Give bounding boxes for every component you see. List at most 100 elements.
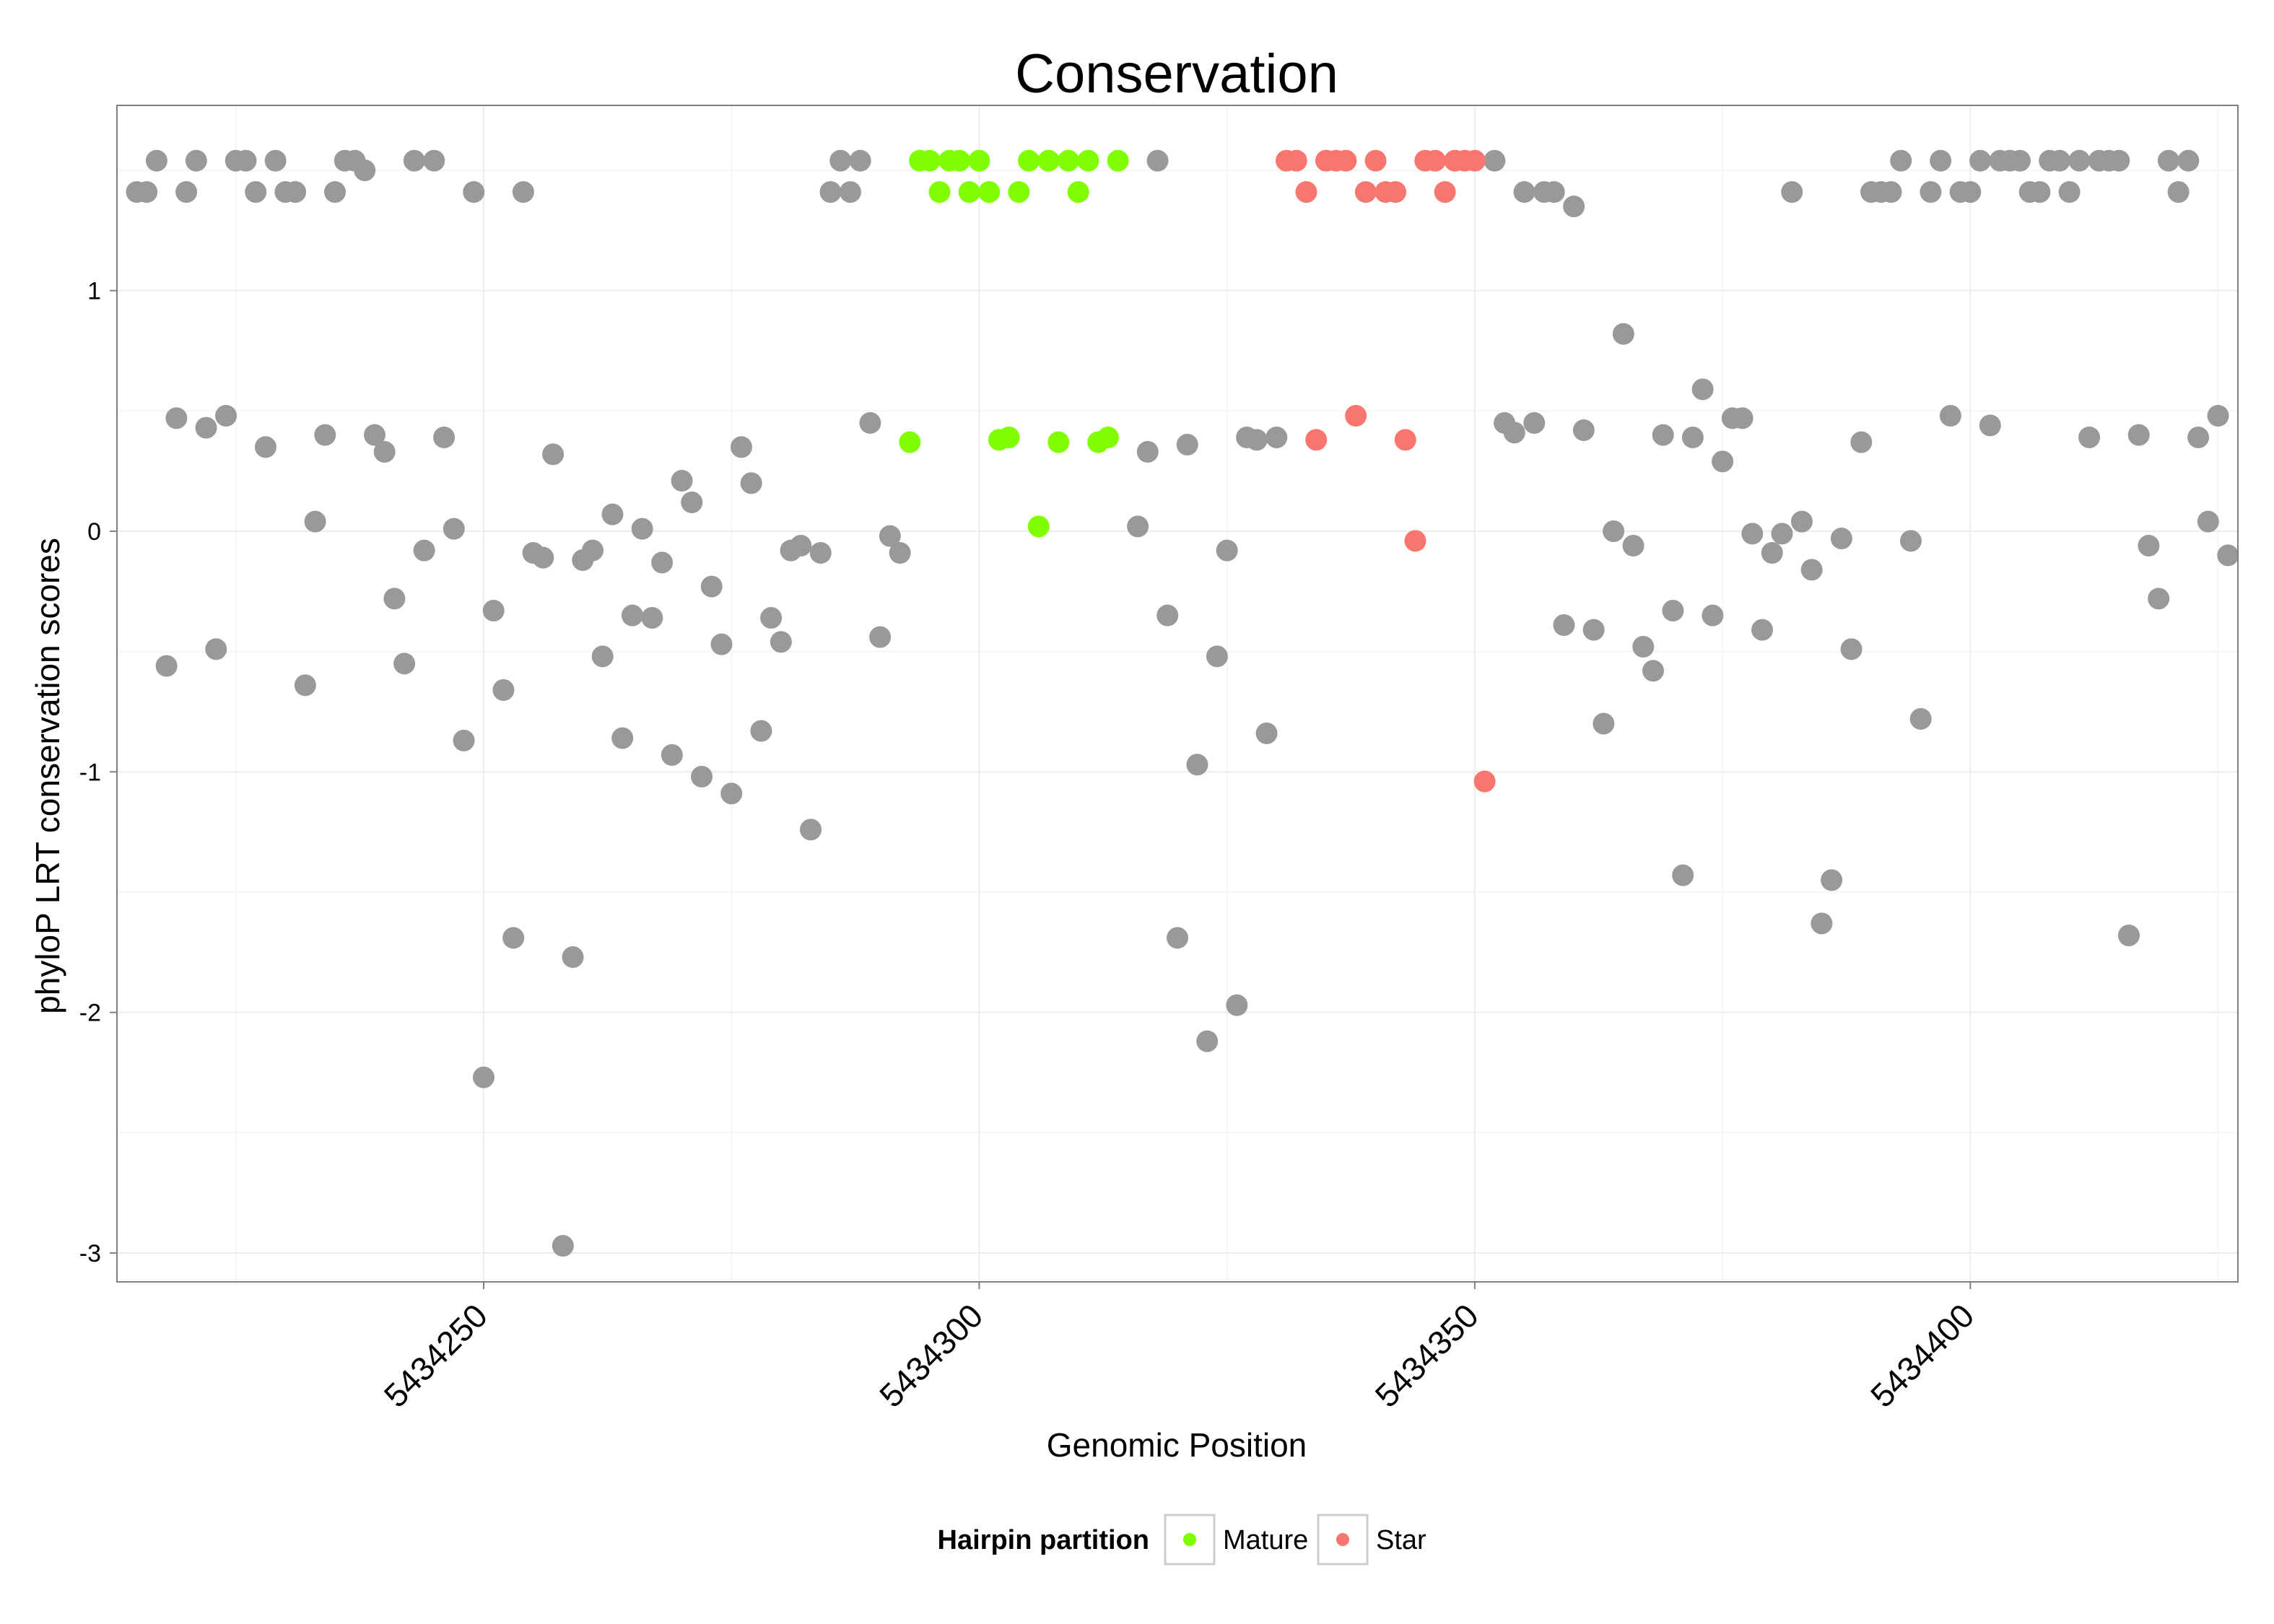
point-star — [1434, 181, 1456, 203]
point-other — [1206, 645, 1228, 668]
point-other — [819, 181, 842, 203]
point-other — [2157, 149, 2179, 172]
legend-title: Hairpin partition — [938, 1525, 1149, 1555]
point-other — [1186, 754, 1208, 776]
point-other — [1612, 323, 1634, 345]
point-other — [2117, 925, 2140, 946]
point-other — [750, 720, 772, 742]
point-star — [1424, 149, 1446, 172]
point-other — [1503, 422, 1525, 444]
point-other — [175, 181, 198, 203]
point-star — [1335, 149, 1357, 172]
legend-label-mature: Mature — [1223, 1525, 1308, 1555]
point-other — [740, 472, 762, 494]
point-other — [1167, 927, 1188, 949]
point-other — [641, 607, 663, 629]
point-other — [849, 149, 871, 172]
point-other — [621, 604, 643, 627]
point-other — [1781, 181, 1803, 203]
plot-panel-border — [116, 105, 2239, 1283]
y-tick-label: -2 — [79, 1000, 101, 1027]
point-other — [542, 443, 565, 466]
point-other — [1553, 614, 1575, 636]
point-other — [1484, 149, 1506, 172]
point-other — [1176, 434, 1198, 455]
point-other — [1939, 405, 1961, 427]
y-axis: -3 -2 -1 0 1 — [79, 278, 117, 1267]
point-other — [532, 546, 554, 569]
legend: Hairpin partition Mature Star — [938, 1514, 1426, 1566]
point-other — [1880, 181, 1902, 203]
point-other — [2138, 535, 2160, 556]
point-other — [1245, 429, 1268, 451]
data-points — [126, 149, 2239, 1257]
point-other — [502, 927, 525, 949]
point-other — [1513, 181, 1535, 203]
legend-dot-star — [1336, 1533, 1349, 1546]
point-other — [2029, 181, 2051, 203]
point-other — [314, 424, 336, 446]
point-mature — [918, 149, 941, 172]
point-mature — [1027, 515, 1050, 538]
point-other — [2127, 424, 2150, 446]
point-other — [205, 638, 227, 660]
point-other — [839, 181, 861, 203]
point-other — [1741, 523, 1764, 545]
point-other — [1821, 869, 1843, 891]
point-star — [1404, 530, 1426, 552]
point-other — [1790, 510, 1813, 533]
point-mature — [1047, 431, 1070, 453]
point-mature — [978, 181, 1001, 203]
point-other — [463, 181, 485, 203]
point-other — [136, 181, 158, 203]
point-other — [2068, 149, 2091, 172]
point-other — [1265, 427, 1288, 448]
point-star — [1473, 770, 1496, 793]
chart-title: Conservation — [1015, 43, 1338, 105]
y-tick-label: 0 — [87, 518, 101, 546]
point-other — [562, 946, 584, 968]
plot-panel-background — [117, 105, 2238, 1282]
point-star — [1364, 149, 1387, 172]
point-other — [1563, 196, 1585, 217]
point-other — [1920, 181, 1942, 203]
point-other — [1771, 523, 1793, 545]
point-mature — [998, 427, 1020, 448]
point-other — [1127, 515, 1149, 538]
point-mature — [899, 431, 921, 453]
y-axis-title: phyloP LRT conservation scores — [29, 538, 66, 1014]
point-other — [1959, 181, 1982, 203]
point-other — [1622, 535, 1644, 556]
point-star — [1295, 181, 1317, 203]
point-other — [631, 518, 653, 540]
point-other — [859, 412, 881, 434]
point-other — [185, 149, 207, 172]
point-other — [254, 436, 276, 458]
legend-dot-mature — [1183, 1533, 1196, 1546]
point-other — [800, 818, 822, 841]
point-other — [1196, 1030, 1219, 1052]
y-tick-label: -1 — [79, 759, 101, 786]
point-other — [611, 727, 634, 749]
point-mature — [1018, 149, 1040, 172]
point-other — [2167, 181, 2190, 203]
point-other — [2058, 181, 2081, 203]
point-mature — [1057, 149, 1079, 172]
point-star — [1463, 149, 1486, 172]
point-other — [2207, 405, 2229, 427]
point-mature — [928, 181, 951, 203]
point-other — [2187, 427, 2210, 448]
point-other — [2177, 149, 2200, 172]
point-other — [1226, 994, 1248, 1016]
point-other — [1702, 604, 1724, 627]
point-other — [2078, 427, 2101, 448]
minor-gridlines — [117, 105, 2238, 1282]
point-other — [1811, 912, 1833, 935]
point-star — [1345, 405, 1367, 427]
point-other — [2008, 149, 2031, 172]
point-other — [651, 551, 674, 574]
point-other — [889, 542, 911, 564]
point-other — [264, 149, 287, 172]
point-mature — [968, 149, 990, 172]
